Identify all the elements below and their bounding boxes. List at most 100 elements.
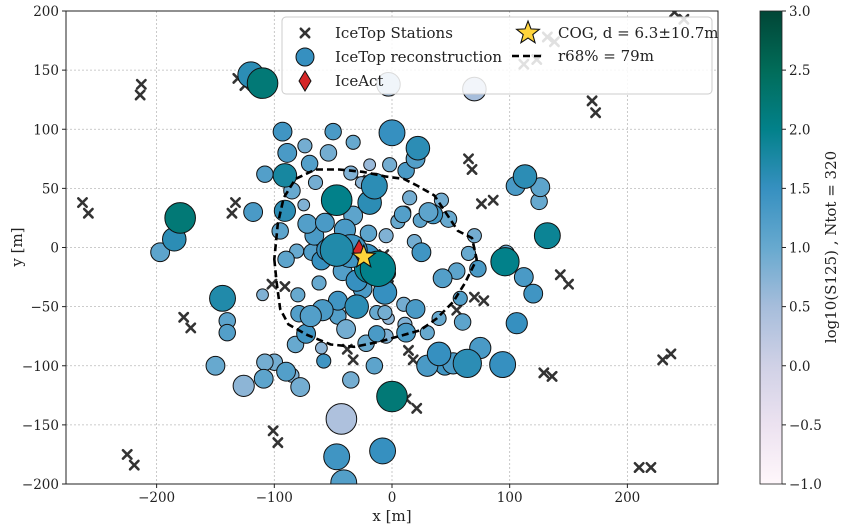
legend-label-reconstruction: IceTop reconstruction (335, 48, 502, 66)
r68-contour (272, 168, 479, 349)
reconstruction-point (307, 174, 324, 191)
reconstruction-point (297, 213, 318, 234)
reconstruction-layer (150, 61, 561, 484)
reconstruction-point (271, 222, 289, 240)
legend-iceact-symbol (298, 70, 312, 92)
colorbar-tick-label: 0.5 (789, 300, 810, 316)
reconstruction-point (345, 134, 361, 150)
y-axis-label: y [m] (8, 227, 26, 267)
reconstruction-point (376, 380, 408, 413)
reconstruction-point (276, 361, 296, 382)
axis-ticks: −200 −100 0 100 200 −200 −150 −100 −50 0 50 100 150 2… (22, 4, 640, 506)
icetop-station-marker (82, 207, 94, 219)
reconstruction-point (297, 138, 313, 154)
reconstruction-point (324, 122, 342, 141)
icetop-station-marker (563, 278, 575, 290)
icetop-station-marker (229, 197, 241, 209)
reconstruction-point (296, 323, 317, 344)
reconstruction-point (405, 299, 426, 319)
reconstruction-point (426, 341, 452, 367)
legend-label-cog: COG, d = 6.3±10.7m (558, 24, 719, 42)
colorbar-tick-label: 1.5 (789, 181, 810, 197)
icetop-station-marker (538, 367, 550, 379)
y-tick-label: 200 (33, 4, 59, 20)
reconstruction-point (319, 232, 354, 267)
icetop-station-marker (665, 348, 677, 360)
icetop-station-marker (478, 295, 490, 307)
icetop-station-marker (475, 198, 487, 210)
reconstruction-point (325, 403, 358, 435)
icetop-station-marker (407, 354, 419, 366)
reconstruction-point (323, 443, 351, 471)
icetop-station-marker (462, 153, 474, 165)
x-tick-label: −200 (138, 490, 175, 506)
icetop-station-marker (76, 197, 88, 209)
reconstruction-point (246, 67, 279, 99)
reconstruction-point (330, 469, 358, 484)
reconstruction-point (343, 165, 359, 181)
reconstruction-point (382, 157, 398, 173)
reconstruction-point (378, 119, 406, 147)
reconstruction-point (393, 205, 412, 224)
reconstruction-point (533, 222, 561, 250)
colorbar-tick-label: 2.5 (789, 63, 810, 79)
reconstruction-point (365, 357, 384, 375)
reconstruction-point (272, 163, 298, 188)
reconstruction-point (243, 202, 264, 222)
reconstruction-point (319, 144, 338, 162)
legend-cog-symbol (515, 19, 541, 44)
icetop-station-marker (590, 107, 602, 119)
icetop-station-marker (272, 437, 284, 449)
y-tick-label: 150 (33, 63, 59, 79)
icetop-station-marker (121, 448, 133, 460)
icetop-station-marker (267, 425, 279, 437)
reconstruction-point (256, 353, 274, 371)
reconstruction-point (277, 250, 295, 269)
reconstruction-point (300, 154, 319, 173)
reconstruction-point (150, 242, 171, 263)
reconstruction-point (232, 374, 255, 397)
reconstruction-point (460, 245, 477, 261)
x-tick-label: 100 (497, 490, 523, 506)
reconstruction-point (432, 268, 453, 289)
y-tick-label: −150 (22, 418, 59, 434)
icetop-station-marker (411, 402, 423, 414)
reconstruction-point (316, 353, 332, 369)
legend-label-iceact: IceAct (335, 72, 383, 90)
reconstruction-point (452, 348, 482, 379)
colorbar-tick-label: 3.0 (789, 4, 810, 20)
icetop-station-marker (178, 311, 190, 323)
icetop-station-marker (468, 291, 480, 303)
icetop-station-marker (279, 281, 291, 293)
colorbar-label: log10(S125) , Ntot = 320 (822, 151, 840, 343)
icetop-station-marker (645, 461, 657, 473)
legend-label-r68: r68% = 79m (558, 47, 654, 65)
colorbar-tick-label: 0.0 (789, 359, 810, 375)
icetop-station-marker (546, 370, 558, 382)
icetop-station-marker (657, 354, 669, 366)
reconstruction-point (256, 165, 274, 183)
reconstruction-point (411, 242, 432, 263)
x-tick-label: 200 (614, 490, 640, 506)
reconstruction-point (205, 355, 226, 376)
icetop-station-marker (185, 322, 197, 334)
y-tick-label: −200 (22, 477, 59, 493)
colorbar-tick-label: 2.0 (789, 122, 810, 138)
reconstruction-point (378, 228, 394, 244)
reconstruction-point (253, 368, 274, 389)
reconstruction-point (513, 267, 534, 287)
icetop-station-marker (347, 354, 359, 366)
icetop-station-marker (266, 278, 278, 290)
overlay-layer (272, 168, 479, 349)
reconstruction-point (367, 325, 386, 343)
reconstruction-point (299, 304, 322, 328)
icetop-station-marker (487, 194, 499, 206)
reconstruction-point (490, 247, 520, 277)
reconstruction-point (512, 164, 538, 189)
reconstruction-point (431, 310, 447, 327)
colorbar: −1.0 −0.5 0.0 0.5 1.0 1.5 2.0 2.5 3.0 log10(S125… (759, 4, 840, 493)
colorbar-tick-label: −0.5 (789, 418, 822, 434)
legend: IceTop Stations IceTop reconstruction Ic… (281, 16, 719, 95)
x-tick-label: 0 (388, 490, 397, 506)
